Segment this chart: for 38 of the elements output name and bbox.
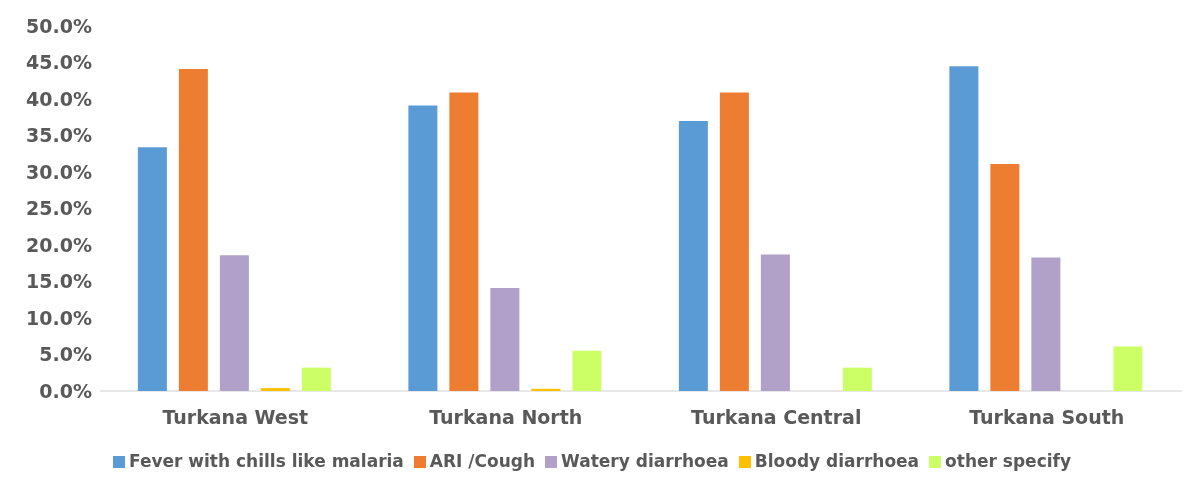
y-tick-label: 0.0% <box>39 379 92 402</box>
x-tick-label: Turkana North <box>429 406 583 429</box>
legend-label: Fever with chills like malaria <box>128 451 404 471</box>
bar <box>678 120 708 391</box>
bar <box>1031 257 1061 391</box>
legend-label: Watery diarrhoea <box>561 451 729 471</box>
bar <box>178 69 208 391</box>
y-tick-label: 20.0% <box>26 233 92 256</box>
bar <box>408 105 438 391</box>
y-tick-label: 25.0% <box>26 197 92 220</box>
bar <box>260 388 290 391</box>
bar <box>490 288 520 391</box>
bar <box>842 367 872 391</box>
y-tick-label: 45.0% <box>26 51 92 74</box>
bar <box>760 254 790 391</box>
legend-label: other specify <box>945 451 1072 471</box>
bar <box>990 163 1020 391</box>
bar <box>572 350 602 391</box>
y-tick-label: 50.0% <box>26 14 92 37</box>
bar <box>531 388 561 391</box>
y-tick-label: 10.0% <box>26 306 92 329</box>
x-tick-label: Turkana South <box>969 406 1125 429</box>
bar <box>301 367 331 391</box>
x-tick-label: Turkana Central <box>691 406 862 429</box>
legend-label: Bloody diarrhoea <box>754 451 920 471</box>
bar <box>949 66 979 391</box>
y-tick-label: 15.0% <box>26 270 92 293</box>
bar <box>219 255 249 391</box>
y-tick-label: 30.0% <box>26 160 92 183</box>
x-tick-label: Turkana West <box>162 406 309 429</box>
legend-label: ARI /Cough <box>429 451 536 471</box>
bar <box>137 147 167 391</box>
bar <box>719 92 749 391</box>
bar <box>1113 346 1143 391</box>
y-tick-label: 40.0% <box>26 87 92 110</box>
y-tick-label: 35.0% <box>26 124 92 147</box>
y-tick-label: 5.0% <box>39 343 92 366</box>
bar <box>449 92 479 391</box>
